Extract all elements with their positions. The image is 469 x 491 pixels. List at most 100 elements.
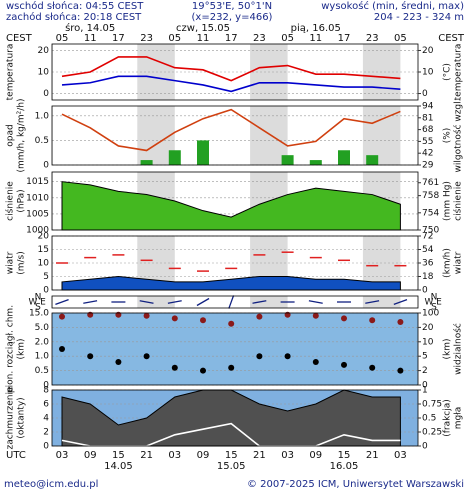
bar (197, 140, 209, 165)
y2-tick-label: 18 (422, 272, 434, 282)
utc-label: 21 (253, 450, 266, 461)
compass: E (436, 298, 442, 308)
dot (312, 358, 319, 365)
utc-label: 15 (225, 450, 238, 461)
dot (256, 353, 263, 360)
utc-label: 03 (56, 450, 69, 461)
day-label: śro, 14.05 (65, 22, 115, 34)
dot (200, 317, 206, 324)
y-axis-label: zachmurzenie (6, 386, 16, 450)
line (61, 56, 401, 82)
sunset: zachód słońca: 20:18 CEST (6, 11, 142, 23)
cest-label: 17 (338, 33, 351, 44)
dot (369, 364, 376, 371)
area (61, 275, 401, 291)
y-tick-label: 0 (43, 381, 49, 391)
y-tick-label: 15 (38, 245, 49, 255)
dot (143, 353, 150, 360)
y-tick-label: 1.0 (35, 111, 50, 121)
night-band (362, 296, 401, 308)
day-label: pią, 16.05 (291, 23, 341, 34)
wind-arrow (228, 295, 235, 309)
y2-tick-label: 36 (422, 259, 434, 269)
wind-arrow (252, 300, 267, 304)
y-axis-label: wiatr (6, 251, 16, 274)
y2-tick-label: 754 (422, 208, 439, 218)
area (61, 181, 401, 231)
y2-tick-label: 758 (422, 191, 439, 201)
panel-frame (51, 295, 419, 309)
dot (115, 358, 122, 365)
panel-bg (52, 313, 418, 385)
y-axis-label: (m/s) (17, 251, 27, 275)
y-axis-label: pion. rozciągł. chm. (6, 305, 16, 393)
y2-axis-label: temperatura (454, 44, 464, 101)
dot (59, 346, 65, 352)
panel (51, 43, 419, 101)
y2-tick-label: 81 (422, 113, 433, 123)
y-tick-label: 20 (38, 232, 50, 242)
y-tick-label: 6 (43, 400, 49, 410)
y2-tick-label: 0 (422, 286, 428, 296)
panel (51, 105, 419, 166)
cest-label: 05 (281, 33, 294, 44)
y2-tick-label: 68 (422, 125, 434, 135)
y-tick-label: 20 (38, 46, 50, 56)
compass: N (35, 293, 42, 303)
y2-tick-label: 10 (422, 337, 434, 347)
night-band (250, 296, 288, 308)
y2-tick-label: 2 (422, 366, 428, 376)
cest-label: 23 (140, 33, 153, 44)
zone-right: CEST (438, 33, 465, 44)
cest-label: 17 (225, 33, 238, 44)
y-tick-label: 1005 (26, 209, 49, 219)
email: meteo@icm.edu.pl (4, 479, 98, 490)
y2-axis-label: mgła (454, 407, 464, 430)
y-tick-label: 0 (43, 286, 49, 296)
night-band (137, 296, 175, 308)
dot (341, 361, 347, 368)
cest-label: 05 (56, 33, 69, 44)
dot (397, 367, 404, 374)
y2-axis-label: widzialność (453, 323, 464, 375)
cest-label: 05 (168, 33, 181, 44)
y-tick-label: 0.5 (35, 136, 49, 146)
dot (256, 313, 263, 320)
y-tick-label: 0.5 (35, 366, 49, 376)
y-axis-label: temperatura (6, 44, 16, 101)
bar (338, 150, 350, 165)
y2-tick-label: 94 (422, 102, 434, 112)
panel (51, 171, 419, 231)
cest-label: 11 (197, 33, 210, 44)
wind-arrow (83, 300, 98, 304)
copyright: © 2007-2025 ICM, Uniwersytet Warszawski (247, 479, 464, 490)
utc-left: UTC (6, 450, 26, 461)
area (61, 389, 401, 447)
utc-label: 21 (366, 450, 379, 461)
dot (397, 319, 404, 325)
y2-tick-label: 54 (422, 245, 434, 255)
y2-tick-label: 0.75 (422, 400, 442, 410)
y-tick-label: 4 (43, 414, 49, 424)
y2-tick-label: 20 (422, 323, 434, 333)
y2-axis-label: (°C) (443, 63, 453, 81)
utc-label: 03 (394, 450, 407, 461)
wind-arrow (139, 300, 154, 304)
y2-tick-label: 100 (422, 309, 439, 319)
y-tick-label: 10 (38, 259, 50, 269)
panel (51, 235, 419, 291)
y-tick-label: 5 (43, 272, 49, 282)
compass: S (35, 303, 41, 313)
cest-label: 23 (366, 33, 379, 44)
cest-label: 11 (309, 33, 322, 44)
dot (341, 315, 347, 322)
wind-arrow (308, 300, 323, 304)
zone-left: CEST (6, 33, 33, 44)
wind-arrow (196, 297, 210, 307)
day-label: 16.05 (330, 461, 359, 472)
coords: 19°53'E, 50°1'N (192, 1, 272, 12)
y-tick-label: 2 (43, 428, 49, 438)
compass: W (425, 298, 434, 308)
y-tick-label: 10 (38, 68, 50, 78)
compass: S (431, 303, 437, 313)
